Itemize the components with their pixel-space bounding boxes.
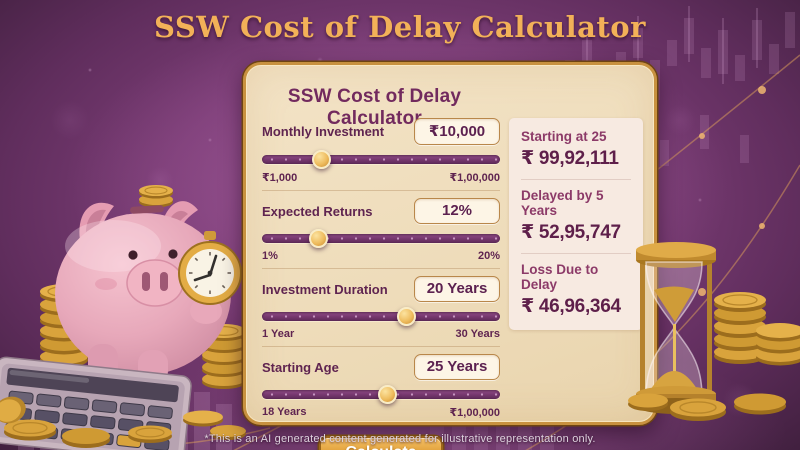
disclaimer-text: *This is an AI generated content generat…: [204, 433, 596, 445]
slider-min-label: 1%: [262, 250, 278, 262]
result-label: Loss Due to Delay: [521, 262, 599, 292]
starting-age-slider[interactable]: [262, 384, 500, 404]
starting-age-value[interactable]: 25 Years: [414, 354, 500, 380]
calculator-controls: Monthly Investment ₹10,000 ₹1,000 ₹1,00,…: [262, 111, 500, 450]
slider-track[interactable]: [262, 234, 500, 243]
slider-ticks: [262, 234, 500, 243]
expected-returns-label: Expected Returns: [262, 203, 373, 219]
result-label: Starting at 25: [521, 129, 607, 144]
slider-group-starting-age: Starting Age 25 Years 18 Years ₹1,00,000: [262, 347, 500, 426]
slider-min-label: ₹1,000: [262, 172, 298, 184]
slider-max-label: ₹1,00,000: [449, 172, 500, 184]
page-title: SSW Cost of Delay Calculator: [154, 10, 646, 44]
result-value: ₹ 52,95,747: [521, 222, 621, 243]
monthly-investment-slider[interactable]: [262, 149, 500, 169]
result-label: Delayed by 5 Years: [521, 188, 604, 218]
starting-age-label: Starting Age: [262, 359, 339, 375]
slider-group-investment-duration: Investment Duration 20 Years 1 Year 30 Y…: [262, 269, 500, 347]
slider-max-label: 30 Years: [455, 328, 500, 340]
slider-thumb[interactable]: [378, 384, 398, 404]
slider-min-label: 18 Years: [262, 406, 307, 418]
slider-group-expected-returns: Expected Returns 12% 1% 20%: [262, 191, 500, 269]
monthly-investment-label: Monthly Investment: [262, 124, 385, 139]
results-panel: Starting at 25 ₹ 99,92,111 Delayed by 5 …: [509, 118, 643, 330]
divider: [521, 253, 631, 254]
result-starting-at-25: Starting at 25 ₹ 99,92,111: [521, 129, 631, 170]
investment-duration-label: Investment Duration: [262, 281, 388, 297]
slider-track[interactable]: [262, 312, 500, 321]
slider-min-label: 1 Year: [262, 328, 295, 340]
slider-track[interactable]: [262, 155, 500, 164]
slider-thumb[interactable]: [311, 149, 331, 169]
slider-thumb[interactable]: [397, 306, 417, 326]
monthly-investment-value[interactable]: ₹10,000: [414, 118, 500, 145]
slider-ticks: [262, 155, 500, 164]
card-title: SSW Cost of Delay Calculator: [287, 86, 462, 129]
slider-group-monthly-investment: Monthly Investment ₹10,000 ₹1,000 ₹1,00,…: [262, 111, 500, 191]
slider-max-label: 20%: [477, 250, 500, 262]
slider-max-label: ₹1,00,000: [449, 407, 500, 419]
calculate-button[interactable]: Calculate: [319, 436, 443, 450]
slider-thumb[interactable]: [309, 228, 329, 248]
investment-duration-value[interactable]: 20 Years: [414, 276, 500, 302]
result-delayed-by-5-years: Delayed by 5 Years ₹ 52,95,747: [521, 188, 631, 244]
investment-duration-slider[interactable]: [262, 306, 500, 326]
slider-ticks: [262, 312, 500, 321]
calculator-card: SSW Cost of Delay Calculator Monthly Inv…: [243, 62, 657, 450]
expected-returns-slider[interactable]: [262, 228, 500, 248]
result-value: ₹ 99,92,111: [521, 148, 619, 169]
result-loss-due-to-delay: Loss Due to Delay ₹ 46,96,364: [521, 262, 631, 318]
divider: [521, 179, 631, 180]
result-value: ₹ 46,96,364: [521, 296, 621, 317]
expected-returns-value[interactable]: 12%: [414, 198, 500, 224]
